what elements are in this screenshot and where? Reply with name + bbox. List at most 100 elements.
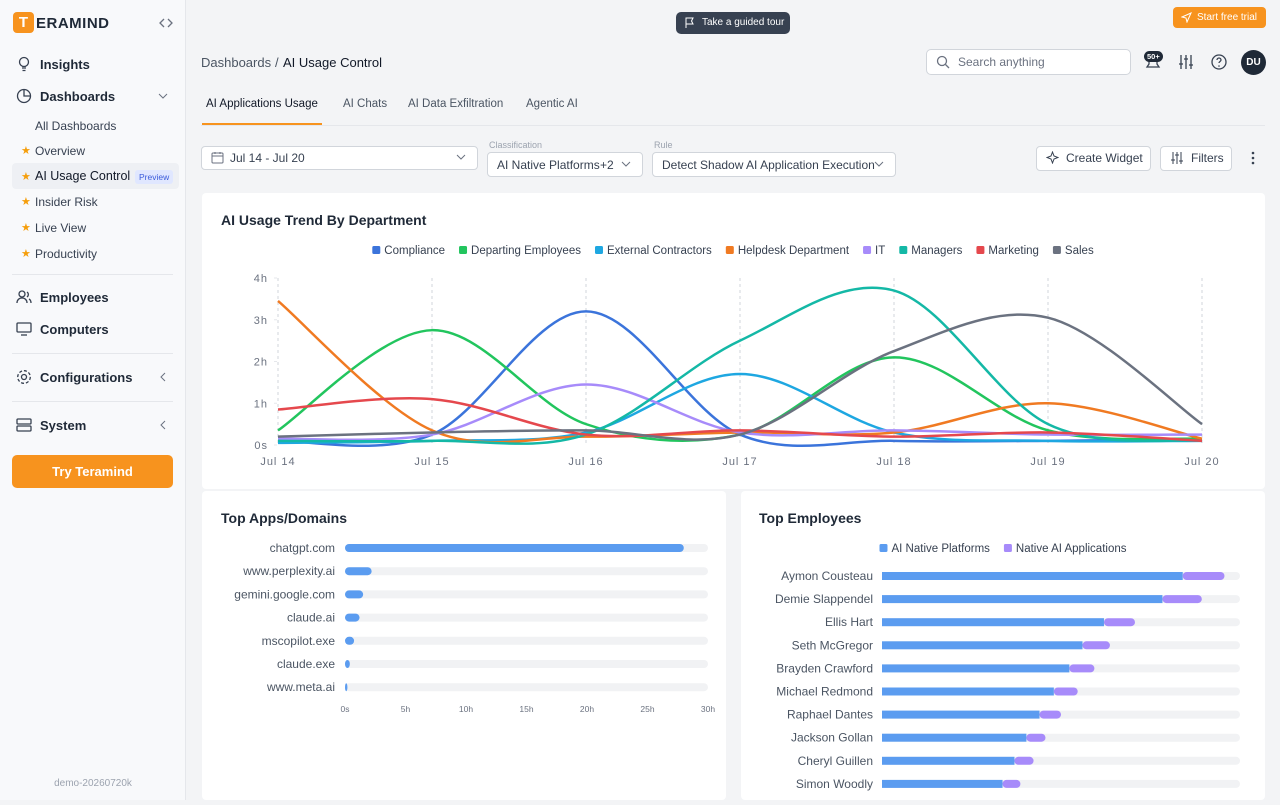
- category-label: Raphael Dantes: [787, 708, 873, 722]
- rule-select[interactable]: [652, 152, 896, 177]
- try-button[interactable]: Try Teramind: [12, 455, 173, 488]
- x-tick-label: Jul 17: [722, 456, 757, 468]
- breadcrumb-current: AI Usage Control: [283, 55, 382, 70]
- computers-icon: [16, 322, 32, 336]
- series-line: [277, 397, 1203, 443]
- flag-icon: [685, 17, 694, 28]
- select-value: AI Native Platforms: [497, 158, 600, 172]
- filters-icon: [1171, 152, 1183, 164]
- y-tick-label: 0s: [254, 440, 268, 452]
- trial-text: Start free trial: [1197, 12, 1258, 23]
- bar-track: [345, 590, 708, 599]
- tab[interactable]: AI Applications Usage: [206, 98, 318, 110]
- filters-button[interactable]: [1160, 146, 1232, 171]
- legend-swatch: [1003, 544, 1012, 552]
- bar: [345, 660, 350, 668]
- help-icon[interactable]: [1210, 53, 1228, 71]
- card: Top Apps/Domains chatgpt.com www.perplexit…: [202, 491, 726, 800]
- legend-label: IT: [875, 245, 885, 257]
- collapse-icon[interactable]: [159, 17, 173, 29]
- date-range: Jul 14 - Jul 20: [230, 151, 305, 165]
- tab[interactable]: Agentic AI: [526, 98, 578, 110]
- bar-segment: [882, 572, 1183, 580]
- nav-subitem[interactable]: Live View: [35, 221, 87, 235]
- nav-subitem[interactable]: All Dashboards: [35, 119, 117, 133]
- series-line: [277, 383, 1203, 442]
- bar-track: [345, 683, 708, 692]
- settings-icon[interactable]: [1177, 53, 1195, 71]
- search-box[interactable]: [926, 49, 1131, 75]
- legend-label: AI Native Platforms: [891, 543, 990, 555]
- legend-label: External Contractors: [607, 245, 712, 257]
- nav-subitem[interactable]: Productivity: [35, 247, 98, 261]
- nav-item[interactable]: Dashboards: [40, 89, 116, 104]
- bar-segment: [882, 710, 1040, 719]
- category-label: Demie Slappendel: [775, 592, 873, 606]
- legend-swatch: [725, 246, 734, 254]
- y-tick-label: 4h: [254, 273, 268, 285]
- breadcrumb-link[interactable]: Dashboards: [201, 55, 272, 70]
- nav-subitem[interactable]: Overview: [35, 144, 86, 158]
- bar: [345, 567, 372, 576]
- legend-label: Departing Employees: [471, 245, 581, 257]
- tour-button[interactable]: [676, 12, 790, 34]
- x-tick-label: 15h: [519, 704, 533, 714]
- category-label: claude.exe: [277, 657, 335, 671]
- card: Top Employees AI Native Platforms Native A…: [741, 491, 1265, 800]
- nav-subitem[interactable]: AI Usage Control: [35, 169, 131, 183]
- bar-segment: [1039, 710, 1061, 719]
- preview-badge: Preview: [135, 170, 174, 184]
- nav-item[interactable]: System: [40, 418, 87, 433]
- trial-button[interactable]: [1173, 7, 1266, 28]
- category-label: Seth McGregor: [792, 638, 873, 652]
- bar-segment: [1002, 779, 1021, 788]
- series-line: [277, 286, 1203, 445]
- bar-track: [345, 636, 708, 645]
- category-label: Ellis Hart: [825, 615, 874, 629]
- tab[interactable]: AI Data Exfiltration: [408, 98, 504, 110]
- x-tick-label: 30h: [701, 704, 715, 714]
- star-icon: ★: [21, 145, 31, 157]
- x-tick-label: 5h: [401, 704, 411, 714]
- x-tick-label: Jul 16: [568, 456, 603, 468]
- bar-segment: [1026, 733, 1046, 742]
- legend-swatch: [863, 246, 872, 254]
- more-icon[interactable]: [1250, 150, 1256, 166]
- x-tick-label: Jul 15: [414, 456, 449, 468]
- bar-segment: [882, 618, 1104, 627]
- legend-swatch: [594, 246, 603, 254]
- category-label: gemini.google.com: [234, 587, 335, 601]
- nav-item[interactable]: Employees: [40, 290, 109, 305]
- star-icon: ★: [21, 222, 31, 234]
- nav-item[interactable]: Insights: [40, 57, 90, 72]
- bar-track: [345, 613, 708, 622]
- nav-item[interactable]: Computers: [40, 322, 109, 337]
- nav-subitem[interactable]: Insider Risk: [35, 195, 98, 209]
- x-tick-label: Jul 20: [1184, 456, 1219, 468]
- bar-segment: [882, 779, 1003, 788]
- search-icon: [936, 55, 950, 69]
- tab[interactable]: AI Chats: [343, 98, 388, 110]
- tour-text: Take a guided tour: [702, 17, 785, 28]
- notification-badge: 50+: [1144, 51, 1163, 62]
- line-chart: AI Usage Trend By Department Compliance De…: [221, 212, 1219, 468]
- tab-underline: [202, 123, 322, 125]
- y-tick-label: 1h: [254, 398, 268, 410]
- nav-item[interactable]: Configurations: [40, 370, 133, 385]
- date-picker[interactable]: [201, 146, 478, 170]
- star-icon: ★: [21, 248, 31, 260]
- legend-swatch: [899, 246, 908, 254]
- y-tick-label: 3h: [254, 315, 268, 327]
- legend-label: Helpdesk Department: [738, 245, 850, 257]
- bar-segment: [1162, 595, 1202, 604]
- chevron: [874, 161, 884, 167]
- x-tick-label: 0s: [341, 704, 350, 714]
- chart-title: AI Usage Trend By Department: [221, 212, 427, 228]
- x-tick-label: 25h: [640, 704, 654, 714]
- bar-segment: [1014, 756, 1034, 765]
- bar-segment: [1069, 664, 1095, 673]
- legend-swatch: [372, 246, 381, 254]
- classification-select[interactable]: [487, 152, 643, 177]
- avatar[interactable]: DU: [1241, 50, 1266, 75]
